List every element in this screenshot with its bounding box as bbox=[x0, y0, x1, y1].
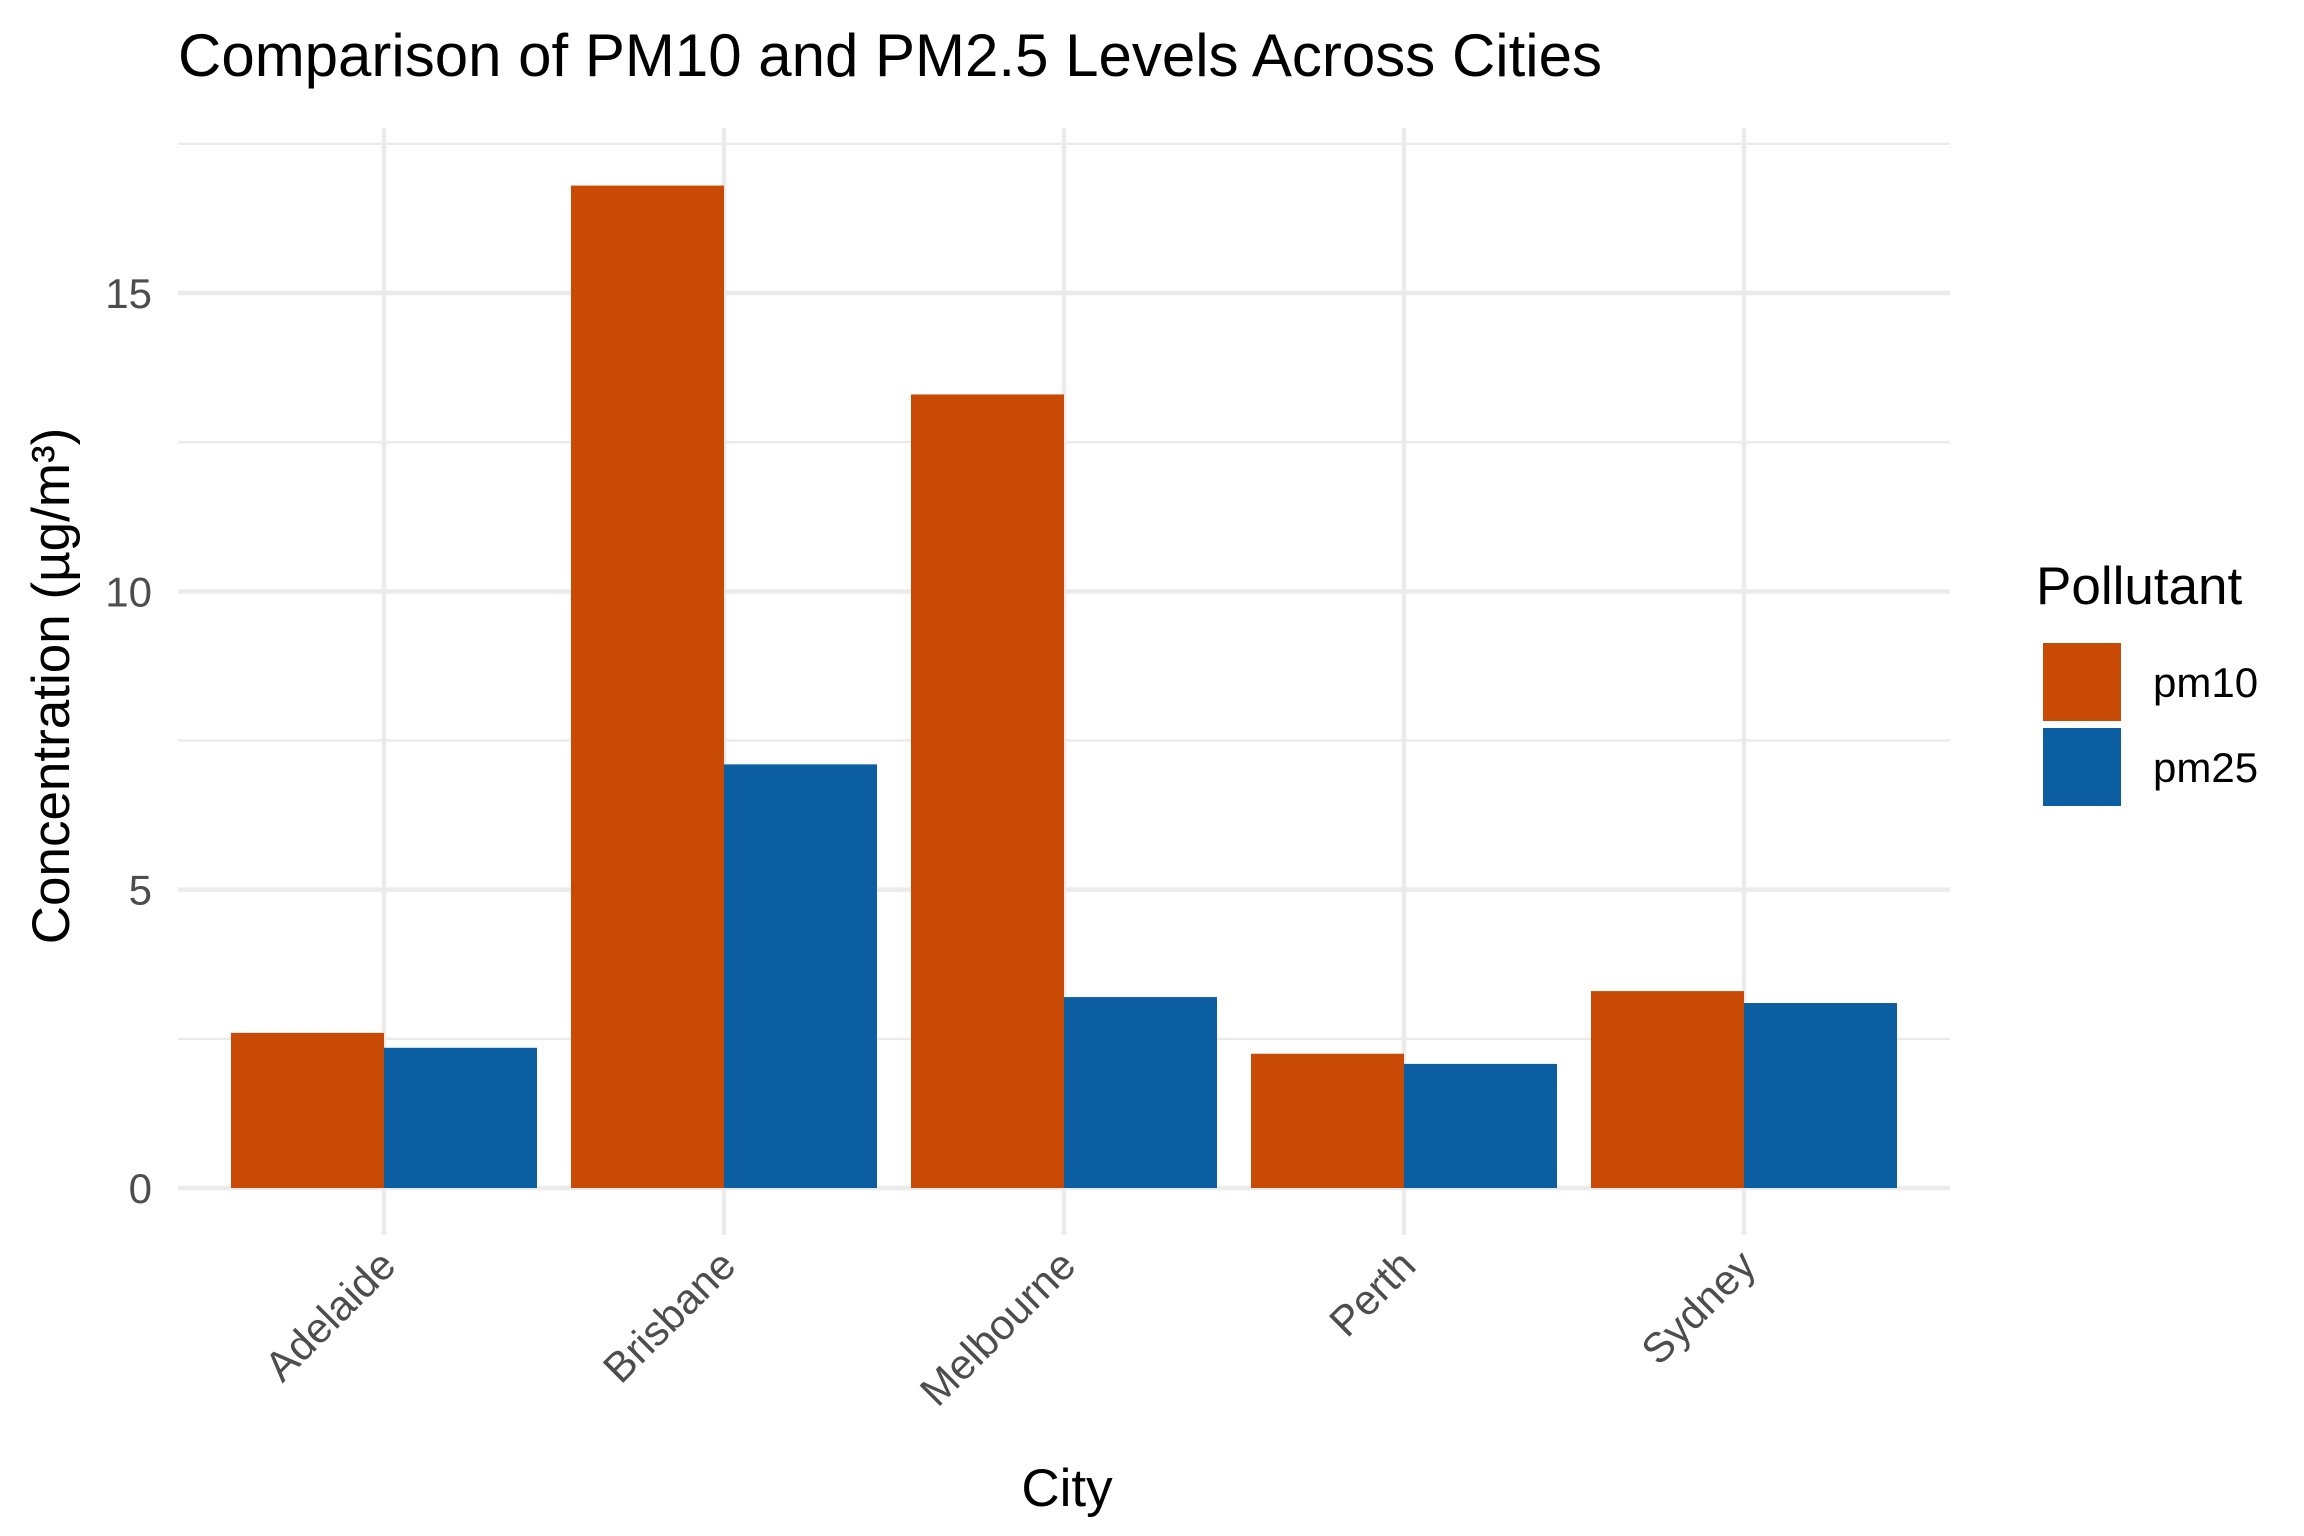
x-axis-ticks: Adelaide Brisbane Melbourne Perth Sydney bbox=[256, 1241, 1765, 1415]
bar-pm25-sydney bbox=[1744, 1003, 1897, 1188]
y-tick-label: 0 bbox=[129, 1165, 152, 1212]
x-tick-label: Adelaide bbox=[256, 1241, 405, 1390]
y-tick-label: 15 bbox=[105, 270, 152, 317]
bar-pm10-sydney bbox=[1591, 991, 1744, 1188]
bar-pm25-brisbane bbox=[724, 764, 877, 1188]
legend-swatch-pm10 bbox=[2043, 643, 2121, 721]
x-tick-label: Melbourne bbox=[911, 1241, 1085, 1415]
bar-pm10-perth bbox=[1251, 1053, 1404, 1188]
x-tick-label: Sydney bbox=[1632, 1241, 1764, 1373]
legend-label-pm10: pm10 bbox=[2153, 659, 2258, 706]
bars bbox=[231, 185, 1897, 1189]
bar-pm25-adelaide bbox=[384, 1047, 537, 1188]
chart-title: Comparison of PM10 and PM2.5 Levels Acro… bbox=[178, 22, 1602, 89]
y-axis-ticks: 0 5 10 15 bbox=[105, 270, 152, 1212]
y-tick-label: 10 bbox=[105, 568, 152, 615]
x-tick-label: Perth bbox=[1320, 1241, 1424, 1345]
bar-pm10-adelaide bbox=[231, 1032, 384, 1188]
bar-pm10-brisbane bbox=[571, 185, 724, 1189]
y-axis-title: Concentration (µg/m³) bbox=[22, 428, 81, 945]
x-axis-title: City bbox=[1021, 1459, 1113, 1518]
bar-pm25-melbourne bbox=[1064, 997, 1217, 1188]
y-tick-label: 5 bbox=[129, 867, 152, 914]
legend: Pollutant pm10 pm25 bbox=[2036, 557, 2258, 806]
legend-label-pm25: pm25 bbox=[2153, 744, 2258, 791]
bar-pm10-melbourne bbox=[911, 394, 1064, 1188]
legend-swatch-pm25 bbox=[2043, 728, 2121, 806]
bar-pm25-perth bbox=[1404, 1063, 1557, 1188]
legend-title: Pollutant bbox=[2036, 557, 2243, 616]
x-tick-label: Brisbane bbox=[594, 1241, 744, 1391]
